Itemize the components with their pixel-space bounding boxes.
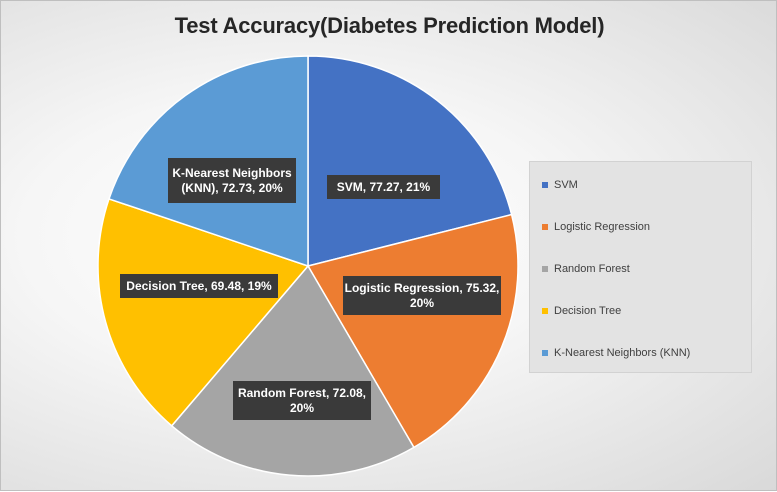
chart-title: Test Accuracy(Diabetes Prediction Model)	[174, 13, 605, 38]
data-label-box	[168, 158, 296, 203]
legend-item: K-Nearest Neighbors (KNN)	[542, 346, 751, 360]
legend-swatch	[542, 308, 548, 314]
data-label-random-forest: Random Forest, 72.08,20%	[233, 381, 371, 420]
data-label-text: Random Forest, 72.08,	[238, 386, 366, 400]
legend: SVM Logistic Regression Random Forest Decis…	[529, 161, 752, 373]
pie-slice-random-forest	[170, 264, 415, 477]
data-label-logistic-regression: Logistic Regression, 75.32,20%	[343, 276, 501, 315]
pie-data-labels: SVM, 77.27, 21% Logistic Regression, 75.3…	[120, 158, 501, 420]
legend-item: SVM	[542, 178, 751, 192]
legend-label: SVM	[554, 179, 578, 191]
legend-label: K-Nearest Neighbors (KNN)	[554, 347, 691, 359]
data-label-text: SVM, 77.27, 21%	[337, 180, 431, 194]
pie-slice-decision-tree	[97, 197, 310, 427]
legend-swatch	[542, 224, 548, 230]
data-label-box	[327, 175, 440, 199]
data-label-box	[120, 274, 278, 298]
data-label-k-nearest-neighbors-knn: K-Nearest Neighbors(KNN), 72.73, 20%	[168, 158, 296, 203]
pie-slice-logistic-regression	[306, 213, 519, 449]
data-label-decision-tree: Decision Tree, 69.48, 19%	[120, 274, 278, 298]
data-label-box	[343, 276, 501, 315]
data-label-text: (KNN), 72.73, 20%	[181, 181, 283, 195]
data-label-text: Logistic Regression, 75.32,	[345, 281, 500, 295]
pie-slices	[97, 55, 519, 477]
legend-label: Logistic Regression	[554, 221, 650, 233]
legend-item: Random Forest	[542, 262, 751, 276]
pie-slice-svm	[307, 55, 513, 267]
data-label-text: 20%	[290, 401, 314, 415]
data-label-svm: SVM, 77.27, 21%	[327, 175, 440, 199]
legend-swatch	[542, 350, 548, 356]
legend-item: Logistic Regression	[542, 220, 751, 234]
data-label-text: Decision Tree, 69.48, 19%	[126, 279, 272, 293]
data-label-text: 20%	[410, 296, 434, 310]
legend-label: Random Forest	[554, 263, 630, 275]
legend-swatch	[542, 182, 548, 188]
data-label-text: K-Nearest Neighbors	[172, 166, 292, 180]
legend-swatch	[542, 266, 548, 272]
legend-label: Decision Tree	[554, 305, 622, 317]
legend-item: Decision Tree	[542, 304, 751, 318]
data-label-box	[233, 381, 371, 420]
